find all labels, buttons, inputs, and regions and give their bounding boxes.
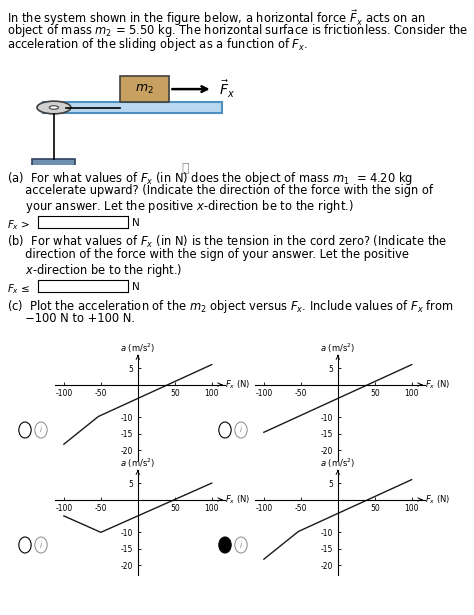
- Text: $\vec{F}_x$: $\vec{F}_x$: [219, 79, 235, 100]
- Text: object of mass $m_2$ = 5.50 kg. The horizontal surface is frictionless. Consider: object of mass $m_2$ = 5.50 kg. The hori…: [7, 22, 468, 39]
- Text: (a)  For what values of $F_x$ (in N) does the object of mass $m_1$  = 4.20 kg: (a) For what values of $F_x$ (in N) does…: [7, 170, 413, 187]
- Text: $a$ (m/s$^2$): $a$ (m/s$^2$): [120, 341, 155, 355]
- Text: $F_x$ >: $F_x$ >: [7, 218, 30, 232]
- Text: your answer. Let the positive $x$-direction be to the right.): your answer. Let the positive $x$-direct…: [7, 198, 354, 215]
- Text: $F_x$ (N): $F_x$ (N): [425, 493, 450, 506]
- Bar: [32, 159, 75, 182]
- Text: accelerate upward? (Indicate the direction of the force with the sign of: accelerate upward? (Indicate the directi…: [7, 184, 433, 197]
- Text: In the system shown in the figure below, a horizontal force $\vec{F}_x$ acts on : In the system shown in the figure below,…: [7, 8, 426, 28]
- Text: $m_1$: $m_1$: [45, 164, 64, 177]
- Bar: [120, 76, 170, 101]
- Text: N: N: [132, 282, 140, 292]
- Text: i: i: [40, 541, 42, 549]
- Text: $a$ (m/s$^2$): $a$ (m/s$^2$): [320, 341, 356, 355]
- Text: (c)  Plot the acceleration of the $m_2$ object versus $F_x$. Include values of $: (c) Plot the acceleration of the $m_2$ o…: [7, 298, 454, 315]
- Text: ⓘ: ⓘ: [181, 162, 189, 175]
- Text: (b)  For what values of $F_x$ (in N) is the tension in the cord zero? (Indicate : (b) For what values of $F_x$ (in N) is t…: [7, 234, 447, 250]
- Text: i: i: [40, 426, 42, 435]
- Text: acceleration of the sliding object as a function of $F_x$.: acceleration of the sliding object as a …: [7, 36, 308, 53]
- Text: $F_x$ (N): $F_x$ (N): [425, 378, 450, 391]
- Text: i: i: [240, 426, 242, 435]
- Text: $a$ (m/s$^2$): $a$ (m/s$^2$): [320, 456, 356, 470]
- Circle shape: [49, 106, 59, 109]
- Bar: [43, 101, 222, 113]
- Text: $F_x$ (N): $F_x$ (N): [225, 493, 250, 506]
- Circle shape: [37, 101, 71, 114]
- Text: $a$ (m/s$^2$): $a$ (m/s$^2$): [120, 456, 155, 470]
- Text: i: i: [240, 541, 242, 549]
- Text: $x$-direction be to the right.): $x$-direction be to the right.): [7, 262, 182, 279]
- Text: $F_x$ (N): $F_x$ (N): [225, 378, 250, 391]
- Text: $F_x$ ≤: $F_x$ ≤: [7, 282, 30, 296]
- Text: N: N: [132, 218, 140, 228]
- Text: direction of the force with the sign of your answer. Let the positive: direction of the force with the sign of …: [7, 248, 409, 261]
- Text: −100 N to +100 N.: −100 N to +100 N.: [7, 312, 135, 325]
- Text: $m_2$: $m_2$: [136, 82, 154, 96]
